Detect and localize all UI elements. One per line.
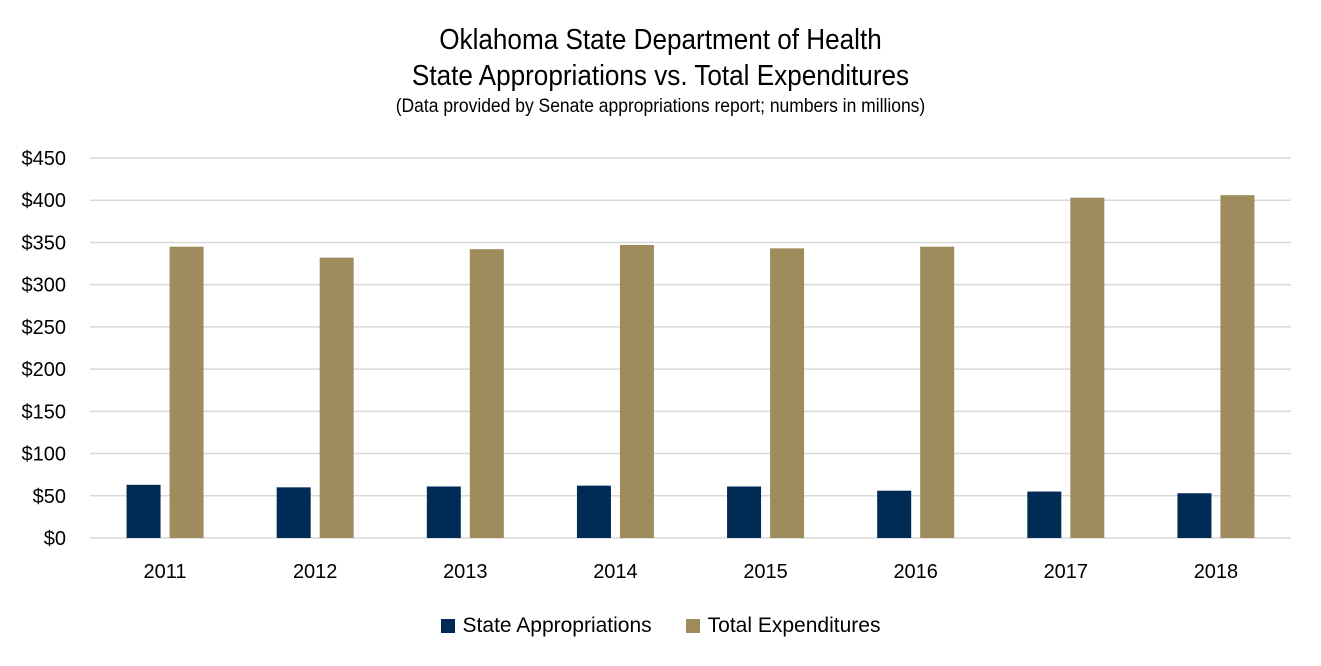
legend-label-total-expenditures: Total Expenditures bbox=[707, 614, 881, 637]
bar-state-appropriations bbox=[877, 490, 912, 538]
legend-label-state-appropriations: State Appropriations bbox=[462, 614, 652, 637]
bar-state-appropriations bbox=[1027, 491, 1062, 538]
bar-total-expenditures bbox=[1220, 195, 1255, 538]
bar-state-appropriations bbox=[426, 486, 461, 538]
x-tick-label: 2016 bbox=[893, 561, 938, 583]
x-tick-label: 2015 bbox=[743, 561, 788, 583]
chart-note: (Data provided by Senate appropriations … bbox=[395, 96, 926, 117]
y-tick-label: $400 bbox=[22, 190, 67, 212]
bar-total-expenditures bbox=[169, 246, 204, 538]
legend-swatch-state-appropriations bbox=[440, 619, 455, 633]
y-tick-label: $350 bbox=[22, 232, 67, 254]
legend-item-state-appropriations: State Appropriations bbox=[440, 614, 652, 638]
chart-title-block: Oklahoma State Department of Health Stat… bbox=[0, 22, 1321, 120]
bar-chart: $0 $50 $100 $150 $200 $250 $300 $350 $400 $450 201… bbox=[22, 148, 1291, 583]
legend: State Appropriations Total Expenditures bbox=[0, 614, 1321, 638]
y-tick-label: $0 bbox=[44, 528, 66, 550]
chart-title: Oklahoma State Department of Health bbox=[439, 24, 882, 56]
bar-total-expenditures bbox=[319, 257, 354, 538]
bar-total-expenditures bbox=[1070, 197, 1105, 538]
bar-state-appropriations bbox=[576, 485, 611, 538]
bar-state-appropriations bbox=[126, 484, 161, 538]
y-tick-label: $150 bbox=[22, 401, 67, 423]
x-tick-label: 2014 bbox=[593, 561, 638, 583]
y-tick-label: $250 bbox=[22, 317, 67, 339]
legend-swatch-total-expenditures bbox=[685, 619, 700, 633]
bar-total-expenditures bbox=[619, 244, 654, 538]
x-tick-label: 2017 bbox=[1044, 561, 1089, 583]
x-tick-label: 2018 bbox=[1194, 561, 1239, 583]
bar-state-appropriations bbox=[276, 487, 311, 538]
bar-state-appropriations bbox=[727, 486, 762, 538]
bar-total-expenditures bbox=[920, 246, 955, 538]
y-tick-label: $300 bbox=[22, 275, 67, 297]
y-tick-label: $200 bbox=[22, 359, 67, 381]
chart-subtitle: State Appropriations vs. Total Expenditu… bbox=[411, 60, 910, 92]
x-tick-label: 2012 bbox=[293, 561, 338, 583]
y-tick-label: $100 bbox=[22, 444, 67, 466]
x-tick-label: 2013 bbox=[443, 561, 488, 583]
y-tick-label: $50 bbox=[33, 486, 66, 508]
bar-state-appropriations bbox=[1177, 493, 1212, 538]
x-tick-label: 2011 bbox=[144, 561, 187, 583]
y-tick-label: $450 bbox=[22, 148, 67, 170]
bar-total-expenditures bbox=[770, 248, 805, 538]
legend-item-total-expenditures: Total Expenditures bbox=[685, 614, 881, 638]
bar-total-expenditures bbox=[469, 249, 504, 538]
